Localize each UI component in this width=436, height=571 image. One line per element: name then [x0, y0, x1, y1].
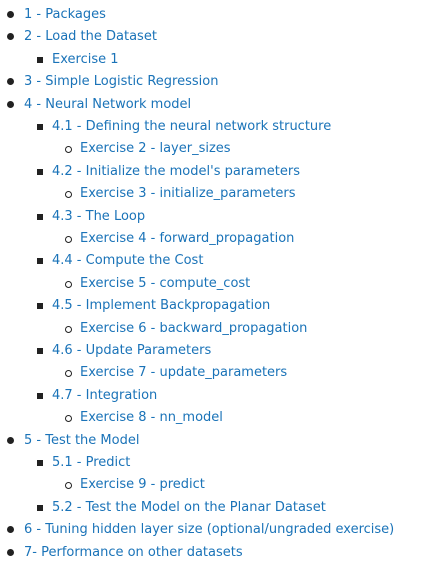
circle-bullet-icon	[65, 325, 72, 333]
square-bullet-icon	[37, 168, 43, 175]
disc-bullet-icon	[7, 436, 14, 444]
square-bullet-icon	[37, 124, 43, 130]
square-bullet-icon	[37, 56, 43, 63]
toc-link[interactable]: 4.1 - Defining the neural network struct…	[52, 119, 332, 134]
circle-bullet-icon	[65, 191, 72, 199]
toc-link[interactable]: Exercise 4 - forward_propagation	[80, 231, 295, 246]
square-bullet-icon	[37, 213, 43, 220]
toc-link[interactable]: 4.6 - Update Parameters	[52, 343, 212, 358]
toc-link[interactable]: 5.2 - Test the Model on the Planar Datas…	[52, 499, 326, 515]
toc-link[interactable]: 4.2 - Initialize the model's parameters	[52, 163, 300, 179]
toc-link[interactable]: 4.7 - Integration	[52, 387, 158, 403]
disc-bullet-icon	[7, 33, 14, 41]
square-bullet-icon	[37, 392, 43, 399]
square-bullet-icon	[37, 348, 43, 354]
disc-bullet-icon	[7, 78, 14, 86]
toc-link[interactable]: Exercise 7 - update_parameters	[80, 365, 288, 381]
toc-link[interactable]: Exercise 9 - predict	[80, 477, 205, 493]
square-bullet-icon	[37, 504, 43, 511]
disc-bullet-icon	[7, 526, 14, 534]
circle-bullet-icon	[65, 146, 72, 154]
circle-bullet-icon	[65, 236, 72, 243]
circle-bullet-icon	[65, 370, 72, 378]
toc-link[interactable]: 1 - Packages	[24, 7, 106, 22]
toc-link[interactable]: 7- Performance on other datasets	[24, 544, 243, 560]
toc-link[interactable]: 4.5 - Implement Backpropagation	[52, 298, 271, 314]
toc-link[interactable]: Exercise 5 - compute_cost	[80, 275, 251, 291]
toc-link[interactable]: 5 - Test the Model	[24, 432, 140, 448]
toc-link[interactable]: Exercise 8 - nn_model	[80, 410, 223, 426]
disc-bullet-icon	[7, 100, 14, 108]
toc-link[interactable]: 6 - Tuning hidden layer size (optional/u…	[24, 522, 395, 538]
circle-bullet-icon	[65, 280, 72, 288]
toc-link[interactable]: 4.4 - Compute the Cost	[52, 253, 204, 269]
toc-link[interactable]: Exercise 6 - backward_propagation	[80, 320, 308, 336]
disc-bullet-icon	[7, 548, 14, 556]
toc-link[interactable]: 4.3 - The Loop	[52, 208, 146, 224]
toc-link[interactable]: 2 - Load the Dataset	[24, 29, 157, 45]
disc-bullet-icon	[7, 11, 14, 18]
circle-bullet-icon	[65, 415, 72, 423]
square-bullet-icon	[37, 258, 43, 265]
square-bullet-icon	[37, 460, 43, 466]
toc-link[interactable]: Exercise 3 - initialize_parameters	[80, 186, 296, 202]
circle-bullet-icon	[65, 482, 72, 490]
square-bullet-icon	[37, 303, 43, 310]
toc-link[interactable]: 4 - Neural Network model	[24, 96, 192, 112]
toc-link[interactable]: Exercise 1	[52, 51, 119, 67]
toc-link[interactable]: 3 - Simple Logistic Regression	[24, 74, 219, 90]
toc-link[interactable]: 5.1 - Predict	[52, 455, 131, 470]
toc-link[interactable]: Exercise 2 - layer_sizes	[80, 141, 231, 157]
